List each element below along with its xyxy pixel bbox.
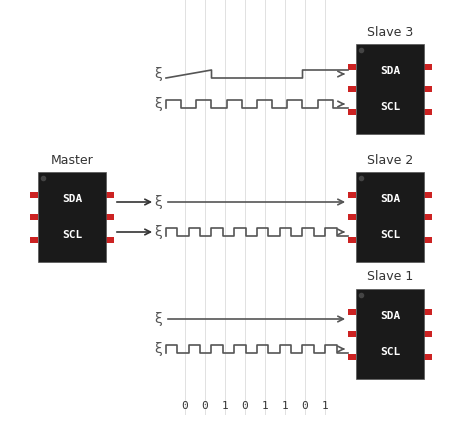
Text: SDA: SDA <box>62 194 82 204</box>
Bar <box>106 237 114 243</box>
Text: ξ: ξ <box>154 67 162 81</box>
Text: SCL: SCL <box>62 230 82 240</box>
Bar <box>106 214 114 220</box>
Bar <box>424 214 432 220</box>
Text: Slave 3: Slave 3 <box>367 26 413 39</box>
Bar <box>348 214 356 220</box>
Bar <box>30 191 38 197</box>
Text: SCL: SCL <box>380 230 400 240</box>
Bar <box>348 237 356 243</box>
Bar <box>424 191 432 197</box>
Text: 0: 0 <box>301 401 309 411</box>
Bar <box>424 331 432 337</box>
Text: 1: 1 <box>282 401 288 411</box>
Bar <box>424 108 432 115</box>
Text: SDA: SDA <box>380 194 400 204</box>
Text: ξ: ξ <box>154 225 162 239</box>
Text: SDA: SDA <box>380 66 400 76</box>
Text: 1: 1 <box>322 401 328 411</box>
Bar <box>348 331 356 337</box>
Bar <box>424 354 432 359</box>
Bar <box>424 309 432 315</box>
Bar <box>348 86 356 92</box>
Text: 0: 0 <box>201 401 209 411</box>
Text: SCL: SCL <box>380 102 400 112</box>
Bar <box>424 237 432 243</box>
Text: 1: 1 <box>222 401 228 411</box>
Text: ξ: ξ <box>154 312 162 326</box>
Bar <box>356 289 424 379</box>
Bar <box>106 191 114 197</box>
Bar <box>424 63 432 69</box>
Text: Slave 1: Slave 1 <box>367 270 413 283</box>
Text: SDA: SDA <box>380 311 400 321</box>
Text: SCL: SCL <box>380 347 400 357</box>
Text: 1: 1 <box>262 401 268 411</box>
Bar <box>348 108 356 115</box>
Text: Slave 2: Slave 2 <box>367 154 413 167</box>
Bar <box>30 214 38 220</box>
Bar <box>348 63 356 69</box>
Bar <box>356 44 424 134</box>
Bar <box>348 354 356 359</box>
Text: 0: 0 <box>242 401 248 411</box>
Text: 0: 0 <box>182 401 188 411</box>
Bar <box>30 237 38 243</box>
Bar <box>348 309 356 315</box>
Bar <box>348 191 356 197</box>
Bar <box>356 172 424 262</box>
Text: Master: Master <box>51 154 93 167</box>
Text: ξ: ξ <box>154 97 162 111</box>
Bar <box>38 172 106 262</box>
Bar <box>424 86 432 92</box>
Text: ξ: ξ <box>154 342 162 356</box>
Text: ξ: ξ <box>154 195 162 209</box>
